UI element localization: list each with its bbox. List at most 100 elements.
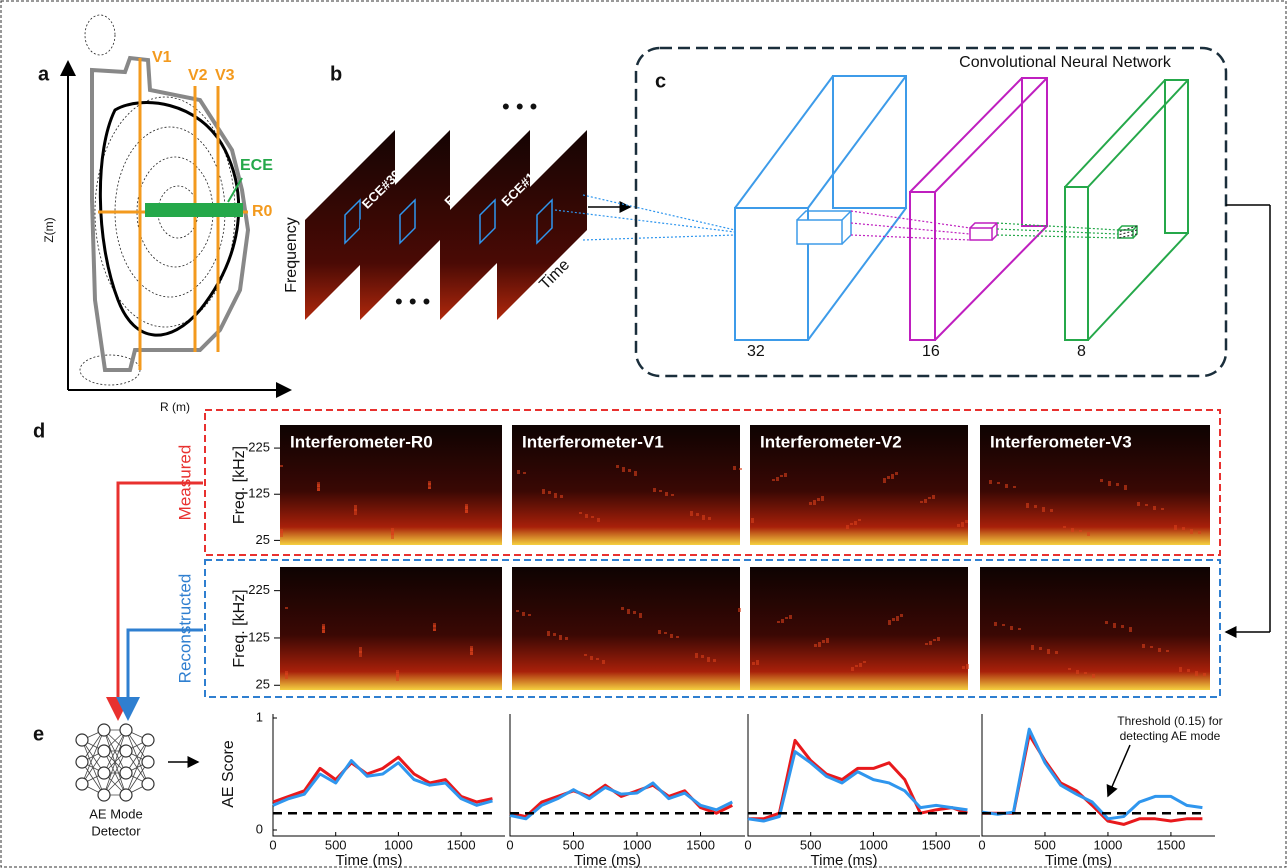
spectrogram-texture [585, 514, 588, 518]
spectrogram-texture [547, 631, 550, 636]
spectrogram-texture [751, 518, 754, 523]
spectrogram-texture [1108, 481, 1111, 486]
ae-score-line [510, 785, 732, 816]
spectrogram-texture [966, 664, 969, 669]
spectrogram-texture [664, 632, 667, 634]
y-tick-label: 0 [256, 821, 263, 836]
x-axis-label: Time (ms) [574, 852, 641, 868]
spectrogram-texture [1179, 667, 1182, 672]
x-tick-label: 500 [800, 837, 822, 852]
y-tick-label: 1 [256, 709, 263, 724]
spectrogram-texture [957, 524, 960, 527]
spectrogram-texture [891, 474, 894, 479]
y-axis-label: Freq. [kHz] [231, 446, 248, 524]
spectrogram-texture [596, 658, 599, 660]
spectrogram-texture [989, 480, 992, 484]
layer-edge [910, 78, 1022, 192]
spectrogram-texture [359, 649, 362, 653]
spectrogram-texture [621, 607, 624, 610]
spectrogram-texture [280, 529, 283, 533]
spectrogram-texture [396, 670, 399, 673]
spectrogram-texture [690, 511, 693, 516]
spectrogram-texture [701, 655, 704, 658]
spectrogram-texture [900, 614, 903, 617]
spectrogram-texture [932, 495, 935, 499]
net-node [120, 745, 132, 757]
spectrogram-texture [359, 647, 362, 649]
spectrogram-texture [1150, 646, 1153, 648]
spectrogram-texture [1195, 671, 1198, 676]
spectrogram-texture [1047, 649, 1050, 654]
spectrogram-texture [1079, 530, 1082, 532]
x-tick-label: 1500 [922, 837, 951, 852]
panel-label: c [655, 70, 666, 92]
spectrogram-texture [1092, 674, 1095, 678]
net-node [98, 767, 110, 779]
spectrogram-texture [428, 485, 431, 489]
spectrogram-texture [994, 622, 997, 626]
column-title: Interferometer-V2 [760, 432, 902, 451]
spectrogram-texture [822, 640, 825, 643]
spectrogram-texture [528, 614, 531, 616]
annotation: Threshold (0.15) for [1117, 714, 1222, 728]
spectrogram-texture [285, 671, 288, 675]
spectrogram-texture [559, 635, 562, 640]
spectrogram-texture [1161, 508, 1164, 510]
y-tick-label: 225 [248, 582, 270, 597]
column-title: Interferometer-V3 [990, 432, 1132, 451]
spectrogram [280, 567, 502, 690]
spectrogram-texture [821, 496, 824, 501]
spectrogram-texture [818, 642, 821, 647]
spectrogram-texture [928, 497, 931, 499]
spectrogram-texture [895, 472, 898, 475]
x-tick-label: 500 [1034, 837, 1056, 852]
net-node [76, 756, 88, 768]
spectrogram-texture [920, 501, 923, 503]
spectrogram-texture [1121, 625, 1124, 628]
spectrogram-texture [317, 482, 320, 487]
detector-label: AE Mode [89, 806, 142, 821]
spectrogram-texture [1010, 626, 1013, 630]
spectrogram-texture [522, 612, 525, 616]
spectrogram-texture [633, 611, 636, 614]
net-node [120, 724, 132, 736]
spectrogram-texture [772, 479, 775, 481]
spectrogram-texture [548, 491, 551, 494]
x-tick-label: 500 [325, 837, 347, 852]
spectrogram-texture [814, 644, 817, 647]
spectrogram-texture [707, 657, 710, 662]
spectrogram-texture [591, 516, 594, 518]
x-tick-label: 1500 [1156, 837, 1185, 852]
spectrogram-texture [888, 620, 891, 625]
r0-label: R0 [252, 203, 273, 220]
spectrogram-texture [584, 654, 587, 656]
spectrogram-texture [809, 502, 812, 505]
layer-edge [808, 76, 906, 208]
spectrogram-texture [887, 476, 890, 479]
layer-edge [735, 76, 833, 208]
spectrogram-texture [1182, 527, 1185, 530]
spectrogram-texture [826, 638, 829, 643]
panel-d: MeasuredFreq. [kHz]25125225Interferomete… [118, 410, 1220, 718]
spectrogram-texture [1198, 531, 1201, 534]
spectrogram-texture [1129, 627, 1132, 632]
cnn-layers: 32168 [735, 76, 1188, 360]
ellipsis: • • • [502, 94, 537, 119]
spectrogram-texture [695, 653, 698, 658]
spectrogram-texture [560, 495, 563, 498]
ece-label: ECE [240, 157, 273, 174]
spectrogram-texture [659, 490, 662, 492]
spectrogram-texture [855, 665, 858, 667]
spectrogram-texture [777, 621, 780, 623]
spectrogram-texture [622, 467, 625, 472]
spectrogram-texture [1026, 503, 1029, 508]
spectrogram-texture [739, 468, 742, 470]
feature-box [797, 220, 842, 244]
spectrogram-texture [776, 477, 779, 481]
net-node [76, 778, 88, 790]
y-tick-label: 25 [256, 532, 270, 547]
spectrogram-texture [354, 505, 357, 507]
x-tick-label: 0 [506, 837, 513, 852]
spectrogram-texture [470, 646, 473, 651]
